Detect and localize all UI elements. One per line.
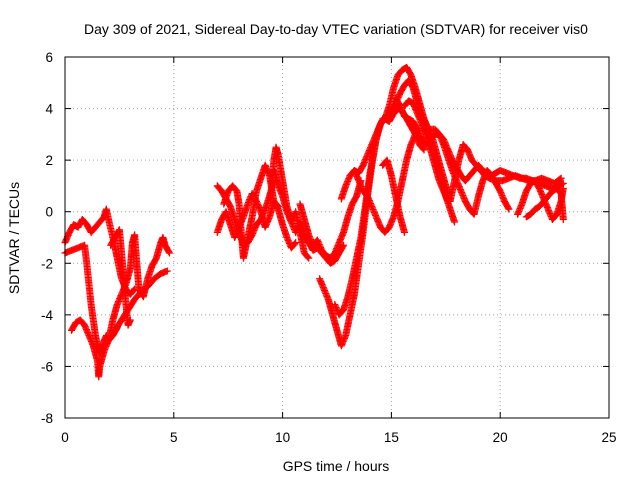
x-tick-label: 20 [493,430,508,445]
data-point-marker [559,215,567,223]
y-tick-label: 6 [45,50,53,65]
x-axis-title: GPS time / hours [283,458,390,474]
y-tick-label: -8 [41,411,53,426]
data-point-marker [505,205,513,213]
data-point-marker [274,203,282,211]
data-point-marker [559,185,567,193]
satellite-track-06 [107,226,134,329]
y-tick-label: -2 [41,256,53,271]
data-point-marker [130,286,138,294]
data-point-marker [420,146,428,154]
y-tick-label: 4 [45,102,53,117]
satellite-track-05 [111,267,171,334]
data-point-marker [273,202,281,210]
data-point-marker [163,267,171,275]
satellite-track-19 [420,115,565,205]
satellite-track-21 [522,185,567,223]
y-tick-label: 2 [45,153,53,168]
data-point-marker [304,253,312,261]
satellite-track-11 [296,177,365,262]
y-axis-title: SDTVAR / TECUs [6,182,22,294]
chart-title: Day 309 of 2021, Sidereal Day-to-day VTE… [84,21,588,37]
y-tick-label: -4 [41,308,53,323]
data-point-marker [305,254,313,262]
y-tick-label: 0 [45,205,53,220]
data-point-marker [556,175,564,183]
data-point-marker [126,316,134,324]
plot-frame [64,56,610,419]
axis-ticks: 0 5 10 15 20 25 -8 -6 -4 -2 0 2 4 6 [41,50,617,445]
data-point-marker [419,145,427,153]
data-point-marker [292,239,300,247]
x-tick-label: 10 [275,430,290,445]
data-points [61,63,567,381]
data-point-marker [400,228,408,236]
satellite-track-09 [220,161,282,262]
x-tick-label: 0 [61,430,69,445]
data-point-marker [557,174,565,182]
data-point-marker [291,240,299,248]
data-point-marker [165,248,173,256]
x-tick-label: 25 [601,430,616,445]
data-point-marker [165,249,173,257]
satellite-track-16 [379,156,408,236]
data-point-marker [504,204,512,212]
data-point-marker [451,218,459,226]
x-tick-label: 5 [170,430,178,445]
x-tick-label: 15 [384,430,399,445]
y-tick-label: -6 [41,359,53,374]
